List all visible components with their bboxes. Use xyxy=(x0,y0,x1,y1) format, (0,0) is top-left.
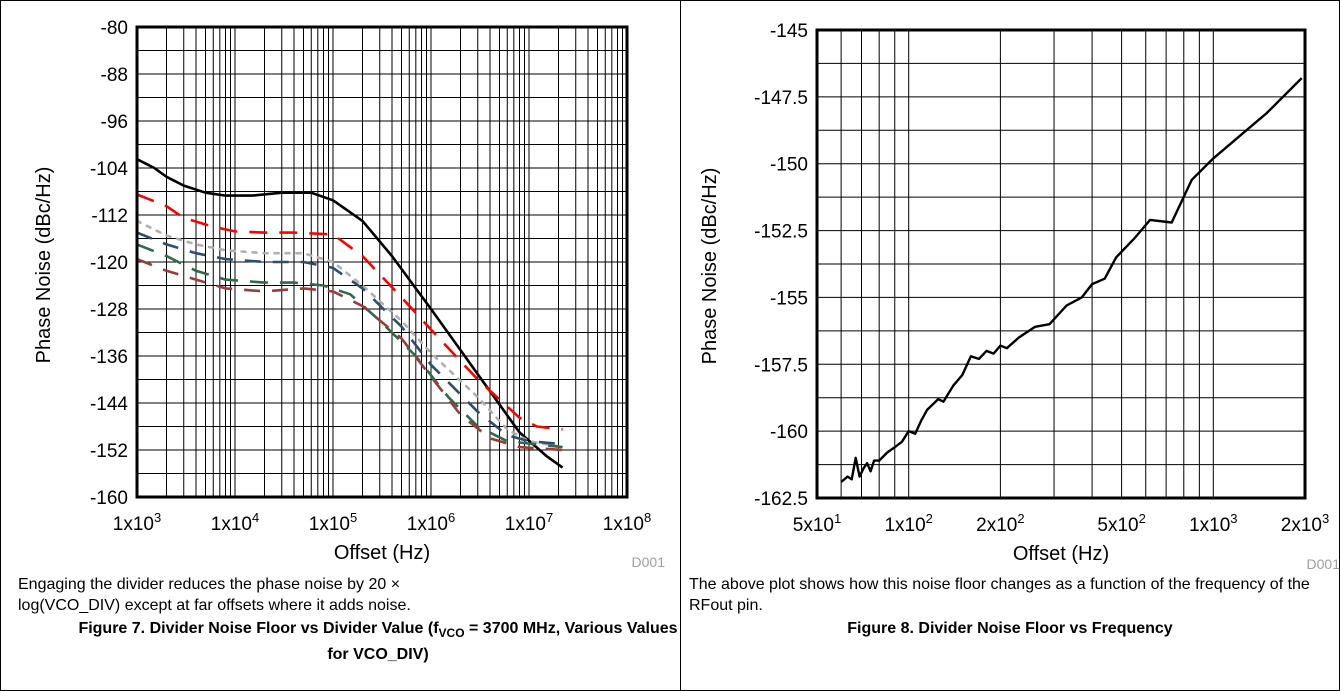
chart-2: -145 -147.5 -150 -152.5 -155 -157.5 -160 -162.5… xyxy=(699,21,1340,572)
x-tick-label: 1x103 xyxy=(113,510,161,535)
figure-8-caption: The above plot shows how this noise floo… xyxy=(689,576,1310,614)
figure-code-label: D001 xyxy=(1307,556,1340,572)
y-tick-label: -136 xyxy=(90,347,128,368)
x-tick-label: 1x104 xyxy=(211,510,259,535)
x-tick-label: 1x108 xyxy=(603,510,651,535)
y-tick-label: -88 xyxy=(101,65,128,86)
series-line-1 xyxy=(136,158,564,469)
figure-7-caption: Engaging the divider reduces the phase n… xyxy=(18,576,411,614)
grid xyxy=(817,29,1305,499)
y-tick-label: -150 xyxy=(770,155,808,176)
y-tick-label: -147.5 xyxy=(754,88,808,109)
x-tick-label: 1x103 xyxy=(1189,511,1237,536)
figure-7-title: Figure 7. Divider Noise Floor vs Divider… xyxy=(68,618,688,666)
x-axis-label: Offset (Hz) xyxy=(334,542,430,564)
y-tick-label: -144 xyxy=(90,394,128,415)
y-tick-label: -152 xyxy=(90,441,128,462)
y-tick-label: -160 xyxy=(770,422,808,443)
y-axis-label: Phase Noise (dBc/Hz) xyxy=(699,168,721,365)
figure-8-title: Figure 8. Divider Noise Floor vs Frequen… xyxy=(847,620,1173,637)
x-tick-label: 2x103 xyxy=(1281,511,1329,536)
y-tick-label: -80 xyxy=(101,18,128,39)
series-line-1 xyxy=(840,77,1303,483)
grid xyxy=(137,26,627,498)
series-line-4 xyxy=(136,231,563,446)
y-tick-label: -160 xyxy=(90,488,128,509)
y-tick-label: -112 xyxy=(91,206,128,227)
y-axis-label: Phase Noise (dBc/Hz) xyxy=(33,167,55,364)
series-line-2 xyxy=(136,193,563,431)
x-tick-label: 1x105 xyxy=(309,510,357,535)
series-line-6 xyxy=(136,257,563,452)
figure-7-title-main: Figure 7. Divider Noise Floor vs Divider… xyxy=(78,620,439,637)
y-tick-label: -120 xyxy=(90,253,128,274)
figure-code-label: D001 xyxy=(632,554,666,570)
y-tick-label: -128 xyxy=(90,300,128,321)
y-tick-label: -157.5 xyxy=(754,355,808,376)
plot-frame xyxy=(815,28,1307,500)
y-tick-label: -155 xyxy=(770,288,808,309)
y-tick-label: -162.5 xyxy=(754,489,808,510)
y-tick-label: -145 xyxy=(770,21,808,42)
y-tick-label: -104 xyxy=(90,159,128,180)
series-line-5 xyxy=(136,243,563,449)
y-tick-label: -152.5 xyxy=(754,222,808,243)
series-line-3 xyxy=(135,219,564,449)
x-tick-label: 1x107 xyxy=(505,510,553,535)
x-tick-label: 1x106 xyxy=(407,510,455,535)
y-tick-label: -96 xyxy=(101,112,128,133)
figure-7-title-sub: VCO xyxy=(438,626,465,641)
plot-frame xyxy=(135,25,629,499)
x-tick-label: 2x102 xyxy=(976,511,1024,536)
x-axis-label: Offset (Hz) xyxy=(1013,543,1109,565)
x-tick-label: 1x102 xyxy=(884,511,932,536)
chart-1: -80 -88 -96 -104 -112 -120 -128 -136 -144 -152 -16… xyxy=(33,18,665,570)
x-tick-label: 5x101 xyxy=(793,511,841,536)
figure-7-title-rest: = 3700 MHz, Various Values for VCO_DIV) xyxy=(327,620,678,664)
x-tick-label: 5x102 xyxy=(1097,511,1145,536)
